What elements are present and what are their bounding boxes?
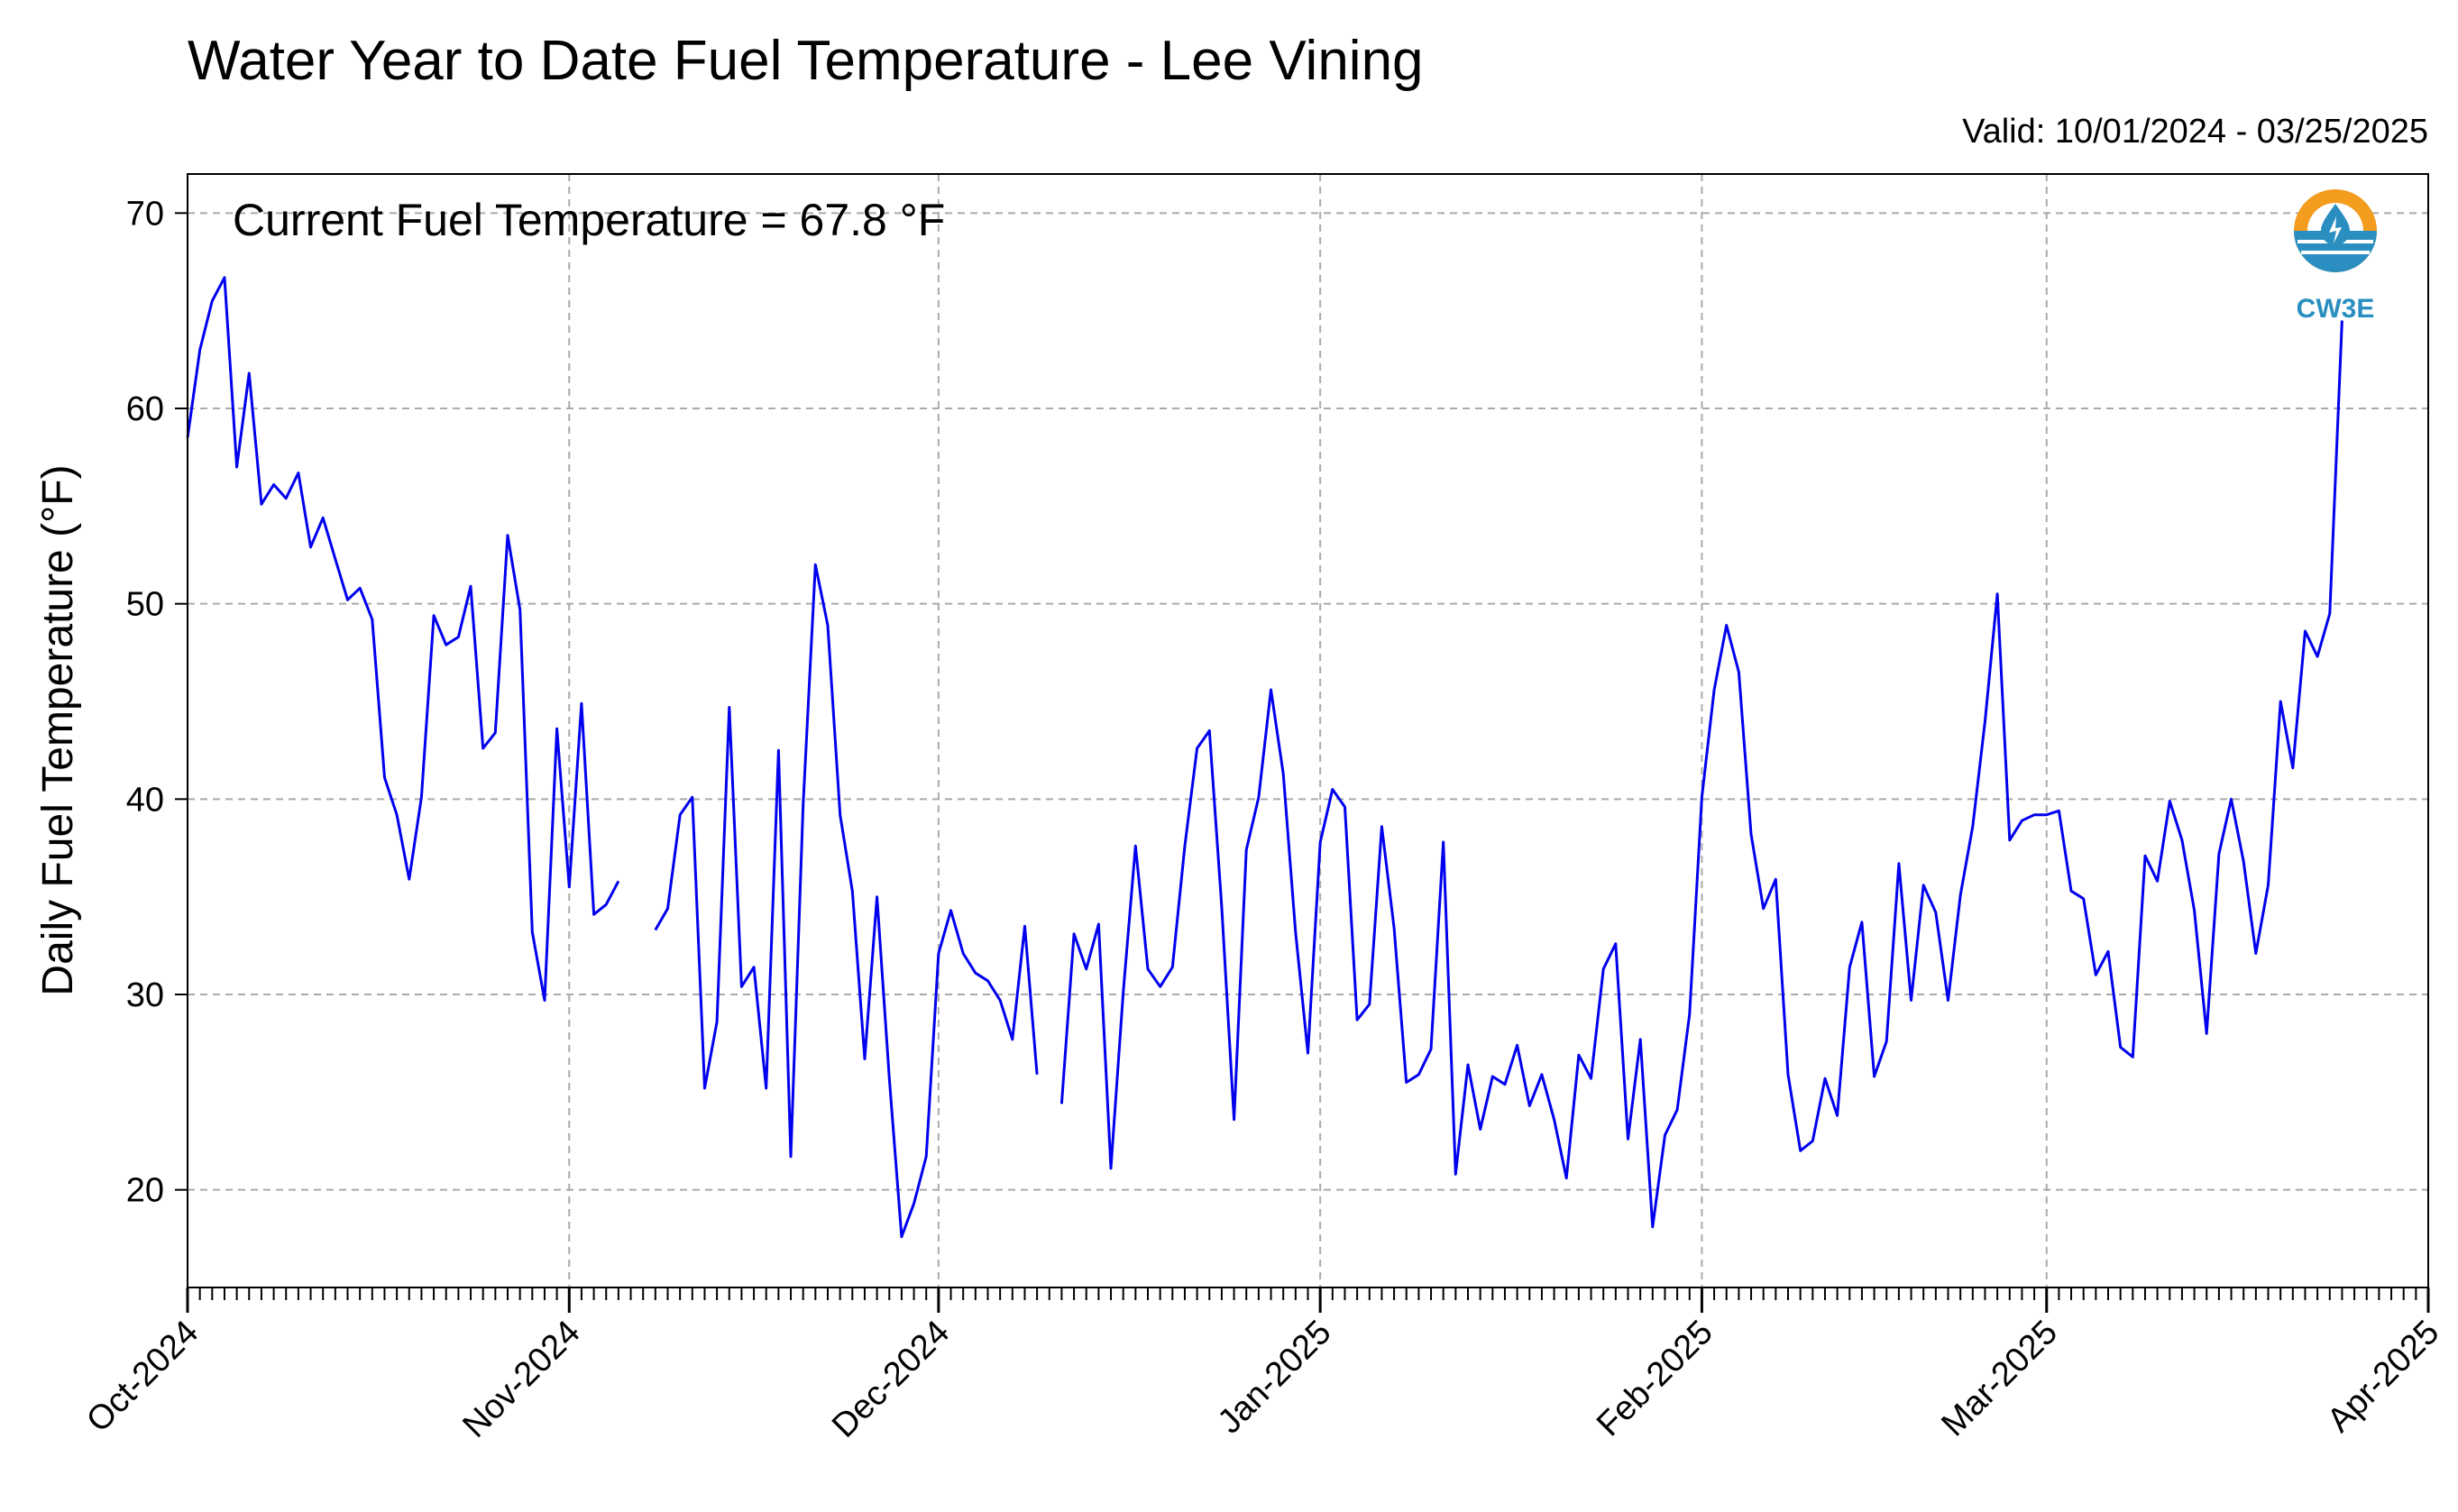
series-line-segment (654, 563, 1039, 1239)
y-tick-label: 60 (126, 390, 164, 428)
logo-text: CW3E (2297, 294, 2375, 324)
current-temperature-annotation: Current Fuel Temperature = 67.8 °F (233, 195, 945, 245)
y-axis-label: Daily Fuel Temperature (°F) (34, 464, 82, 995)
grid-lines (175, 174, 2428, 1287)
plot-frame (187, 173, 2429, 1288)
logo-wave-2 (2301, 251, 2370, 254)
x-tick-label: Nov-2024 (455, 1314, 587, 1445)
y-tick-label: 70 (126, 195, 164, 233)
cw3e-logo: CW3E (2294, 189, 2377, 324)
x-tick-label: Dec-2024 (825, 1314, 957, 1445)
series-line-segment (186, 276, 620, 1002)
x-tick-label: Jan-2025 (1211, 1314, 1339, 1442)
x-tick-label: Oct-2024 (79, 1314, 206, 1440)
series-line-segment (1059, 320, 2343, 1229)
y-tick-labels: 20 30 40 50 60 70 (126, 195, 164, 1209)
chart-subtitle: Valid: 10/01/2024 - 03/25/2025 (1962, 113, 2428, 151)
x-tick-label: Apr-2025 (2320, 1314, 2446, 1440)
y-tick-label: 20 (126, 1172, 164, 1210)
x-tick-labels: Oct-2024 Nov-2024 Dec-2024 Jan-2025 Feb-2025… (79, 1314, 2446, 1445)
chart-title: Water Year to Date Fuel Temperature - Le… (188, 30, 1424, 92)
y-tick-label: 50 (126, 586, 164, 624)
data-series (186, 276, 2343, 1239)
y-tick-label: 30 (126, 976, 164, 1014)
logo-flame (2329, 216, 2342, 243)
x-ticks (186, 1287, 2430, 1313)
x-tick-label: Mar-2025 (1934, 1314, 2065, 1444)
x-tick-label: Feb-2025 (1590, 1314, 1720, 1444)
y-tick-label: 40 (126, 781, 164, 819)
